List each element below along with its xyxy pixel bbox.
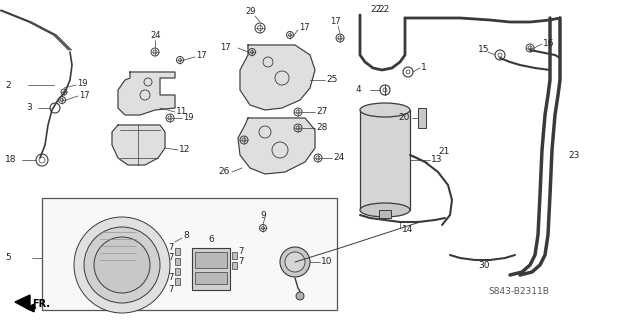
Bar — [175, 268, 180, 275]
Text: 7: 7 — [168, 253, 173, 262]
Polygon shape — [240, 45, 315, 110]
Text: 16: 16 — [543, 38, 554, 47]
Bar — [175, 258, 180, 265]
Text: 24: 24 — [150, 30, 161, 39]
Polygon shape — [112, 125, 165, 165]
Text: 17: 17 — [330, 18, 340, 27]
Text: 21: 21 — [438, 148, 449, 156]
Bar — [360, 110, 410, 210]
Text: 22: 22 — [370, 5, 381, 14]
Text: 8: 8 — [183, 231, 189, 241]
Bar — [418, 108, 426, 128]
Text: 28: 28 — [316, 124, 328, 132]
Text: 18: 18 — [5, 156, 17, 164]
Text: 7: 7 — [238, 247, 243, 257]
Bar — [195, 252, 227, 268]
Circle shape — [280, 247, 310, 277]
Text: 2: 2 — [5, 81, 11, 90]
Circle shape — [94, 237, 150, 293]
Text: 25: 25 — [326, 76, 337, 84]
Text: 7: 7 — [168, 285, 173, 294]
Text: 4: 4 — [356, 85, 362, 94]
Text: 11: 11 — [176, 108, 188, 116]
Text: 24: 24 — [333, 154, 344, 163]
Text: 20: 20 — [398, 114, 410, 123]
Text: 17: 17 — [220, 43, 230, 52]
Ellipse shape — [360, 103, 410, 117]
Circle shape — [84, 227, 160, 303]
Text: 23: 23 — [568, 150, 579, 159]
Bar — [175, 248, 180, 255]
Bar — [192, 248, 230, 290]
Text: 6: 6 — [208, 236, 214, 244]
Text: 5: 5 — [5, 253, 11, 262]
Polygon shape — [238, 118, 315, 174]
Text: 30: 30 — [478, 260, 490, 269]
Text: 10: 10 — [321, 258, 333, 267]
Bar — [104, 251, 132, 275]
Circle shape — [285, 252, 305, 272]
Text: 1: 1 — [421, 62, 427, 71]
Text: 12: 12 — [179, 146, 190, 155]
Text: 14: 14 — [402, 226, 413, 235]
Circle shape — [296, 292, 304, 300]
Bar — [42, 198, 337, 310]
Ellipse shape — [360, 203, 410, 217]
Bar — [379, 210, 391, 218]
Text: 7: 7 — [168, 244, 173, 252]
Text: 7: 7 — [168, 274, 173, 283]
Polygon shape — [15, 295, 30, 310]
Bar — [175, 278, 180, 285]
Text: S843-B2311B: S843-B2311B — [488, 287, 549, 297]
Text: 19: 19 — [183, 114, 193, 123]
Text: 9: 9 — [260, 211, 266, 220]
Bar — [232, 262, 237, 269]
Text: 26: 26 — [218, 167, 229, 177]
Text: 17: 17 — [196, 52, 207, 60]
Text: 15: 15 — [478, 45, 490, 54]
Text: 22: 22 — [378, 5, 389, 14]
Text: 7: 7 — [238, 258, 243, 267]
Text: 17: 17 — [299, 23, 310, 33]
Text: 19: 19 — [77, 79, 88, 89]
Text: 29: 29 — [245, 7, 255, 17]
Bar — [100, 247, 136, 279]
Text: 17: 17 — [79, 91, 90, 100]
Circle shape — [74, 217, 170, 313]
Bar — [232, 252, 237, 259]
Text: 27: 27 — [316, 108, 328, 116]
Text: 13: 13 — [431, 156, 442, 164]
Polygon shape — [118, 72, 175, 115]
Text: 3: 3 — [26, 103, 32, 113]
Bar — [195, 272, 227, 284]
Text: FR.: FR. — [32, 299, 50, 309]
